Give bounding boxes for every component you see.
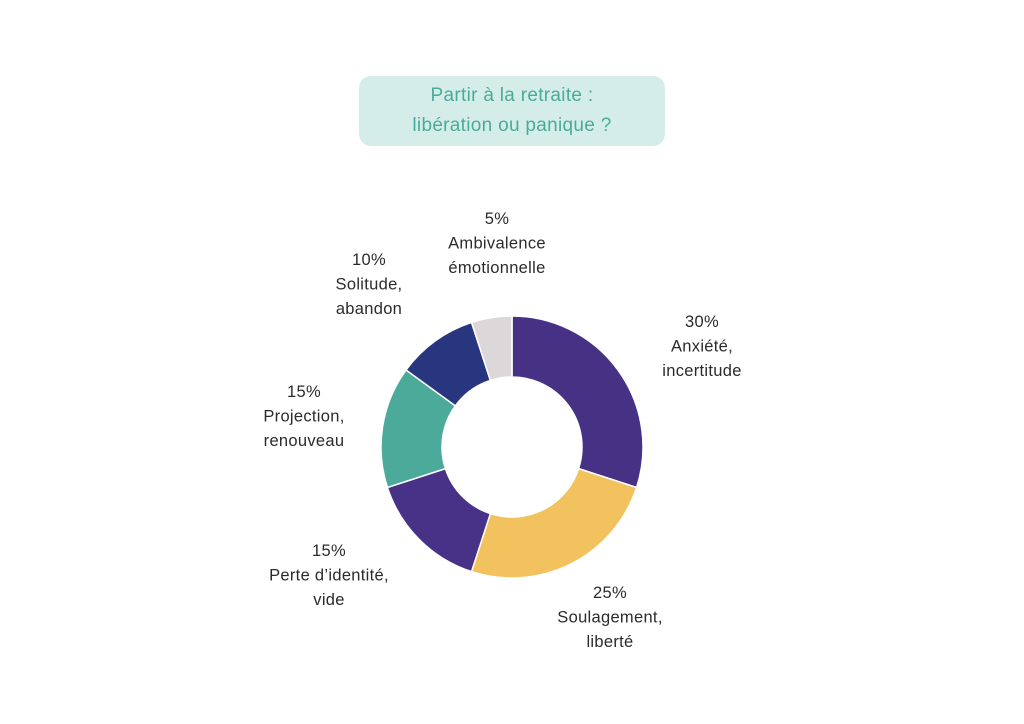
slice-name-line: Anxiété, xyxy=(671,338,733,356)
slice-name-line: renouveau xyxy=(264,432,345,450)
slice-name-line: Solitude, xyxy=(336,276,403,294)
slice-label-6: 5% Ambivalence émotionnelle xyxy=(448,210,546,277)
slice-label-1: 30% Anxiété, incertitude xyxy=(662,313,741,380)
chart-title-box: Partir à la retraite : libération ou pan… xyxy=(359,76,665,146)
slice-percent-label: 5% xyxy=(485,210,509,228)
donut-slice-2 xyxy=(470,467,638,579)
slice-name-line: liberté xyxy=(586,633,633,651)
slice-label-3: 15% Perte d’identité, vide xyxy=(269,542,389,609)
slice-label-4: 15% Projection, renouveau xyxy=(263,383,344,450)
donut-slice-1 xyxy=(511,315,644,489)
slice-name-line: incertitude xyxy=(662,362,741,380)
chart-title-line-1: Partir à la retraite : xyxy=(430,85,594,106)
slice-name-line: Ambivalence xyxy=(448,235,546,253)
slice-label-2: 25% Soulagement, liberté xyxy=(557,584,662,651)
slice-name-line: Soulagement, xyxy=(557,609,662,627)
slice-name-line: Projection, xyxy=(263,408,344,426)
slice-name-line: émotionnelle xyxy=(448,259,545,277)
chart-title-line-2: libération ou panique ? xyxy=(412,115,612,136)
slice-percent-label: 30% xyxy=(685,313,719,331)
slice-percent-label: 15% xyxy=(312,542,346,560)
donut-slice-6 xyxy=(470,315,513,382)
slice-name-line: vide xyxy=(313,591,344,609)
slice-label-5: 10% Solitude, abandon xyxy=(336,251,403,318)
slice-name-line: Perte d’identité, xyxy=(269,567,389,585)
slice-labels: 30% Anxiété, incertitude 25% Soulagement, lib… xyxy=(263,210,741,651)
slice-percent-label: 15% xyxy=(287,383,321,401)
slice-name-line: abandon xyxy=(336,300,402,318)
slice-percent-label: 10% xyxy=(352,251,386,269)
donut-slices xyxy=(380,315,644,579)
slice-percent-label: 25% xyxy=(593,584,627,602)
donut-slice-3 xyxy=(386,467,492,573)
